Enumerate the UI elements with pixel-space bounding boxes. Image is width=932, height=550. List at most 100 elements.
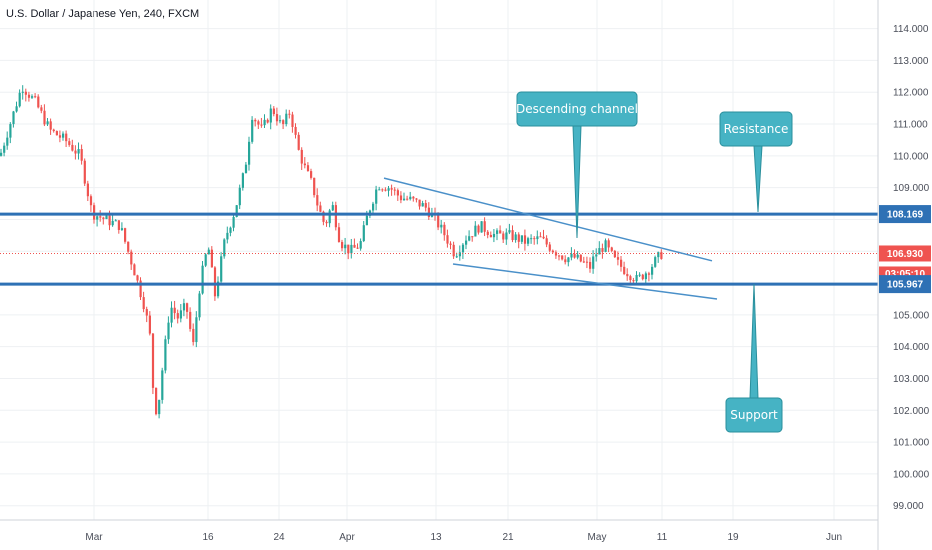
candle-body — [344, 244, 347, 249]
candle-body — [279, 120, 282, 122]
candle-body — [173, 307, 176, 314]
candle-body — [489, 234, 492, 238]
candle-body — [461, 244, 465, 253]
support-price-tag: 105.967 — [887, 280, 924, 291]
candle-body — [217, 281, 220, 297]
candle-body — [322, 211, 325, 222]
candle-body — [378, 189, 381, 191]
candle-body — [468, 236, 471, 241]
candle-body — [229, 227, 232, 233]
candle-body — [127, 241, 130, 252]
candle-body — [365, 215, 368, 226]
candle-body — [244, 164, 248, 174]
candle-body — [207, 249, 210, 255]
x-tick-label: Mar — [85, 532, 103, 543]
candle-body — [328, 210, 331, 224]
candle-body — [62, 133, 65, 138]
candle-body — [257, 121, 260, 125]
candle-body — [21, 91, 24, 93]
candle-body — [251, 119, 254, 142]
candle-body — [235, 205, 238, 217]
candle-body — [589, 261, 592, 269]
candle-body — [40, 107, 43, 111]
y-tick-label: 100.000 — [893, 469, 930, 480]
candle-body — [523, 235, 527, 244]
candle-body — [446, 235, 449, 244]
channel-lower-line — [452, 263, 718, 300]
candle-body — [616, 257, 620, 260]
candle-body — [260, 124, 263, 126]
candle-body — [24, 91, 27, 95]
candle-body — [254, 119, 257, 122]
candle-body — [136, 275, 139, 281]
candle-body — [486, 231, 489, 235]
chart-title: U.S. Dollar / Japanese Yen, 240, FXCM — [6, 8, 200, 20]
x-tick-label: Jun — [826, 532, 842, 543]
candle-body — [186, 303, 189, 312]
candle-body — [455, 256, 458, 258]
channel-upper-line — [383, 177, 713, 262]
y-tick-label: 104.000 — [893, 342, 930, 353]
candle-body — [582, 261, 585, 263]
candle-body — [176, 313, 179, 319]
candle-body — [573, 253, 576, 258]
candle-body — [223, 239, 226, 257]
candle-body — [148, 315, 151, 334]
candle-body — [514, 234, 517, 241]
candle-body — [179, 310, 182, 319]
candle-body — [155, 387, 158, 415]
x-tick-label: 19 — [727, 532, 739, 543]
candle-body — [325, 221, 328, 224]
candle-body — [607, 240, 610, 248]
candle-body — [545, 238, 548, 245]
candle-body — [623, 266, 626, 274]
candle-body — [651, 266, 654, 275]
candle-body — [161, 370, 164, 400]
candle-body — [89, 196, 93, 206]
candle-body — [55, 131, 58, 136]
candle-body — [337, 227, 341, 242]
candle-body — [210, 249, 213, 268]
candle-body — [288, 113, 291, 115]
y-tick-label: 105.000 — [893, 310, 930, 321]
candle-body — [220, 256, 223, 282]
candle-body — [372, 203, 375, 211]
candle-body — [635, 275, 638, 282]
candle-body — [440, 224, 443, 228]
candle-body — [285, 113, 288, 125]
x-tick-label: 16 — [202, 532, 214, 543]
candle-body — [353, 244, 356, 248]
candle-body — [409, 196, 412, 200]
candle-body — [83, 160, 86, 184]
candle-body — [647, 273, 651, 275]
candle-body — [452, 244, 455, 257]
candle-body — [272, 108, 275, 115]
candle-body — [266, 119, 269, 123]
candle-body — [108, 215, 111, 226]
resistance-price-tag: 108.169 — [887, 210, 924, 221]
descending-channel-callout-label: Descending channel — [516, 102, 638, 116]
candle-body — [362, 225, 365, 242]
resistance-callout-label: Resistance — [724, 122, 789, 136]
candle-body — [592, 256, 595, 269]
candle-body — [620, 259, 623, 267]
candle-body — [334, 205, 337, 228]
candle-body — [496, 230, 499, 234]
candle-body — [80, 149, 83, 161]
y-tick-label: 112.000 — [893, 88, 929, 99]
y-tick-label: 99.000 — [893, 501, 924, 512]
candle-body — [167, 322, 170, 340]
candle-body — [610, 247, 613, 251]
support-callout-box — [725, 397, 783, 433]
candle-body — [654, 257, 657, 267]
candle-body — [331, 205, 334, 211]
candle-body — [381, 189, 384, 191]
candle-body — [427, 207, 430, 217]
support-price-tag-bg — [879, 275, 931, 294]
candle-body — [269, 108, 272, 123]
candle-body — [316, 195, 319, 206]
candle-body — [310, 171, 313, 178]
candle-body — [598, 248, 601, 255]
candle-body — [390, 188, 393, 190]
